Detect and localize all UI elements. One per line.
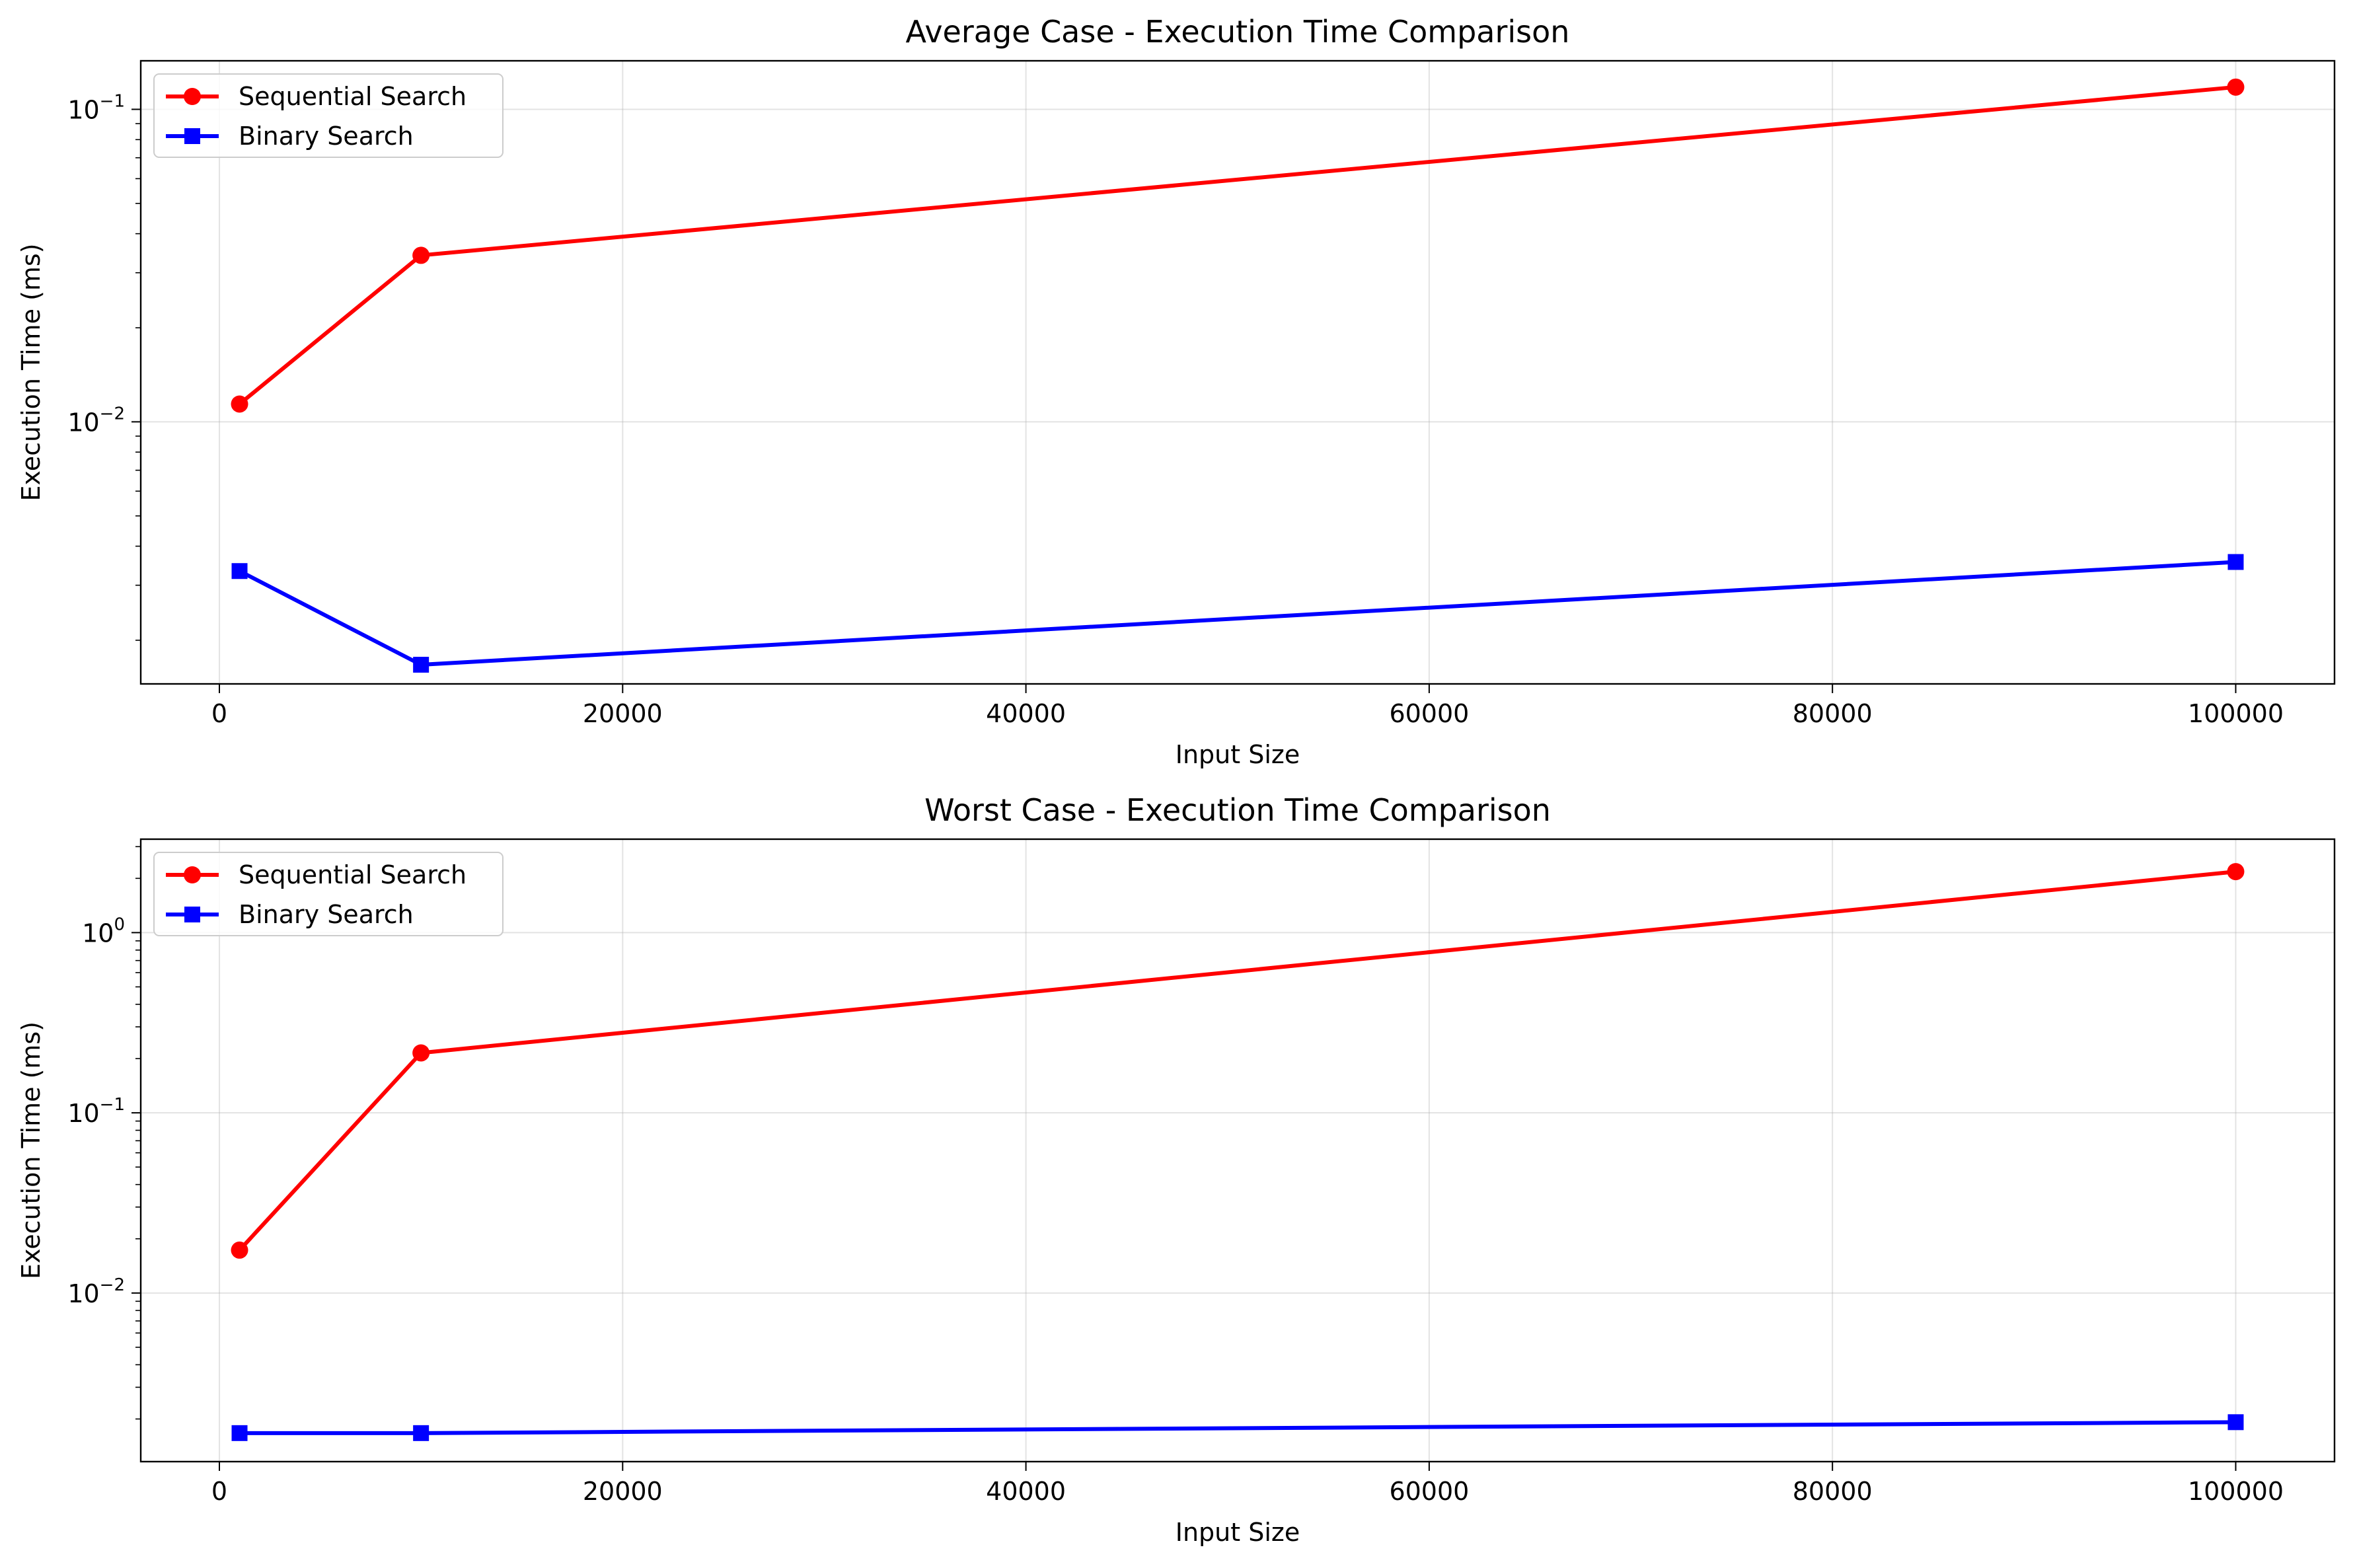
legend-label: Sequential Search — [239, 860, 467, 889]
legend-marker — [184, 128, 200, 144]
legend-box — [153, 852, 504, 936]
y-tick-label: 100 — [82, 915, 125, 948]
y-axis-label: Execution Time (ms) — [17, 243, 46, 501]
data-point — [231, 563, 248, 579]
x-tick-label: 40000 — [986, 699, 1066, 728]
data-point — [231, 1425, 248, 1441]
data-point — [2227, 863, 2245, 881]
y-tick-label: 10−1 — [67, 91, 125, 124]
x-axis-label: Input Size — [1176, 740, 1300, 769]
y-tick-label: 10−2 — [67, 404, 125, 437]
data-point — [413, 656, 430, 673]
legend-label: Binary Search — [239, 122, 414, 151]
x-axis-label: Input Size — [1176, 1518, 1300, 1547]
x-tick-label: 100000 — [2188, 699, 2284, 728]
y-tick-label: 10−2 — [67, 1275, 125, 1308]
chart-title: Average Case - Execution Time Comparison — [906, 14, 1570, 50]
x-tick-label: 80000 — [1793, 699, 1873, 728]
x-tick-label: 80000 — [1793, 1477, 1873, 1506]
plot-frame — [139, 59, 2336, 685]
data-point — [231, 1241, 248, 1259]
data-point — [2227, 1414, 2244, 1431]
data-point — [231, 395, 248, 413]
chart-title: Worst Case - Execution Time Comparison — [924, 792, 1551, 828]
data-point — [413, 1425, 430, 1441]
plot-frame — [139, 838, 2336, 1463]
legend-label: Sequential Search — [239, 82, 467, 111]
y-tick-label: 10−1 — [67, 1095, 125, 1128]
data-point — [2227, 78, 2245, 96]
legend-label: Binary Search — [239, 900, 414, 929]
legend-box — [153, 73, 504, 158]
legend-marker — [184, 866, 201, 883]
legend-marker — [184, 907, 200, 922]
data-point — [412, 246, 430, 264]
x-tick-label: 60000 — [1389, 1477, 1469, 1506]
x-tick-label: 0 — [211, 699, 227, 728]
legend-marker — [184, 88, 201, 105]
x-tick-label: 20000 — [583, 699, 663, 728]
data-point — [412, 1044, 430, 1062]
x-tick-label: 60000 — [1389, 699, 1469, 728]
data-point — [2227, 554, 2244, 570]
x-tick-label: 40000 — [986, 1477, 1066, 1506]
chart-panel-1: 10−2 10−1 100 0 20000 40000 60000 80000 100000 Wo… — [17, 792, 2336, 1547]
legend: Sequential Search Binary Search — [153, 73, 504, 158]
x-tick-label: 0 — [211, 1477, 227, 1506]
y-axis-label: Execution Time (ms) — [17, 1022, 46, 1279]
x-tick-label: 20000 — [583, 1477, 663, 1506]
x-tick-label: 100000 — [2188, 1477, 2284, 1506]
legend: Sequential Search Binary Search — [153, 852, 504, 936]
chart-panel-0: 10−2 10−1 0 20000 40000 60000 80000 100000 Avera… — [17, 14, 2336, 769]
